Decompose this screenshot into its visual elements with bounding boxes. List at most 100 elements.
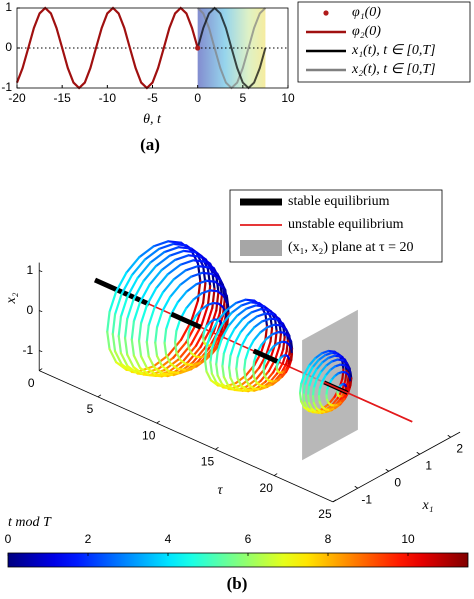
orbit-segment (307, 357, 317, 367)
orbit-segment (192, 361, 203, 367)
colorbar-tick-label: 6 (245, 532, 252, 546)
orbit-segment (222, 339, 230, 355)
x2-tick (39, 270, 43, 272)
orbit-segment (157, 242, 175, 250)
orbit-segment (190, 271, 204, 278)
orbit-segment (175, 318, 182, 333)
orbit-segment (137, 339, 143, 358)
orbit-segment (210, 372, 218, 384)
orbit-segment (205, 370, 213, 382)
orbit-segment (119, 352, 129, 368)
orbit-segment (206, 267, 212, 288)
orbit-segment (132, 301, 142, 323)
orbit-segment (153, 291, 164, 310)
colorbar-tick-label: 8 (325, 532, 332, 546)
orbit-segment (222, 375, 230, 387)
tau-tick (215, 447, 219, 450)
orbit-segment (119, 295, 129, 318)
orbit-segment (137, 322, 143, 342)
orbit-segment (167, 240, 183, 244)
orbit-segment (207, 266, 219, 275)
equilibrium-line (170, 311, 202, 330)
orbit-segment (154, 341, 159, 358)
orbit-segment (132, 280, 145, 301)
orbit-segment (186, 339, 190, 350)
orbit-segment (241, 311, 253, 321)
x1-axis-label: x₁ (421, 498, 433, 513)
x-tick-label: -10 (99, 91, 117, 105)
orbit-segment (168, 249, 185, 257)
orbit-segment (240, 334, 249, 348)
orbit-segment (161, 278, 175, 294)
tau-tick-label: 15 (201, 455, 215, 469)
orbit-segment (265, 333, 274, 340)
orbit-segment (152, 240, 170, 248)
orbit-segment (341, 368, 345, 380)
tau-tick-label: 10 (142, 428, 156, 442)
orbit-segment (214, 280, 224, 289)
orbit-segment (130, 338, 136, 357)
orbit-segment (206, 284, 212, 307)
orbit-segment (300, 400, 306, 409)
x1-tick (354, 485, 358, 489)
orbit-segment (255, 312, 267, 318)
orbit-segment (221, 285, 228, 298)
orbit-segment (172, 340, 188, 359)
orbit-segment (222, 294, 229, 305)
tau-axis-label: τ (217, 483, 223, 498)
orbit-segment (145, 287, 158, 307)
orbit-segment (142, 264, 158, 283)
equilibrium-line (323, 381, 413, 423)
orbit-segment (221, 352, 225, 368)
legend-marker (240, 240, 282, 256)
orbit-segment (236, 307, 248, 317)
colorbar (7, 552, 469, 568)
colorbar-tick-label: 10 (401, 532, 415, 546)
orbit-segment (268, 317, 279, 321)
y-tick-label: 1 (5, 0, 12, 14)
x1-axis (332, 431, 461, 503)
orbit-segment (220, 382, 230, 391)
orbit-segment (233, 331, 242, 345)
orbit-segment (239, 321, 250, 334)
orbit-segment (172, 242, 188, 247)
x-tick-label: -15 (53, 91, 71, 105)
orbit-segment (290, 352, 294, 362)
orbit-segment (130, 320, 136, 341)
orbit-segment (155, 354, 164, 368)
orbit-segment (203, 345, 208, 362)
orbit-segment (149, 250, 166, 264)
orbit-segment (173, 341, 178, 354)
orbit-segment (117, 315, 123, 338)
orbit-segment (284, 328, 291, 337)
orbit-segment (274, 345, 281, 361)
x-tick-label: 10 (281, 91, 295, 105)
orbit-segment (173, 329, 178, 344)
orbit-segment (145, 340, 150, 358)
tau-tick (273, 473, 278, 476)
orbit-segment (123, 317, 129, 340)
orbit-segment (145, 324, 150, 344)
panel-label: (b) (227, 574, 248, 593)
orbit-segment (203, 260, 216, 270)
orbit-segment (176, 367, 188, 372)
orbit-segment (200, 304, 209, 311)
orbit-segment (276, 318, 285, 325)
orbit-segment (228, 354, 232, 369)
orbit-segment (315, 361, 324, 371)
orbit-segment (165, 314, 172, 331)
orbit-segment (175, 351, 182, 361)
orbit-segment (211, 272, 222, 281)
orbit-segment (243, 368, 247, 380)
orbit-segment (320, 349, 330, 355)
orbit-segment (219, 278, 227, 292)
orbit-segment (216, 290, 225, 297)
orbit-segment (302, 384, 306, 396)
orbit-segment (111, 332, 117, 353)
orbit-segment (281, 350, 288, 364)
orbit-segment (251, 368, 256, 379)
orbit-segment (190, 299, 200, 322)
legend-label: stable equilibrium (288, 194, 390, 209)
x-axis-label: θ, t (143, 112, 162, 127)
